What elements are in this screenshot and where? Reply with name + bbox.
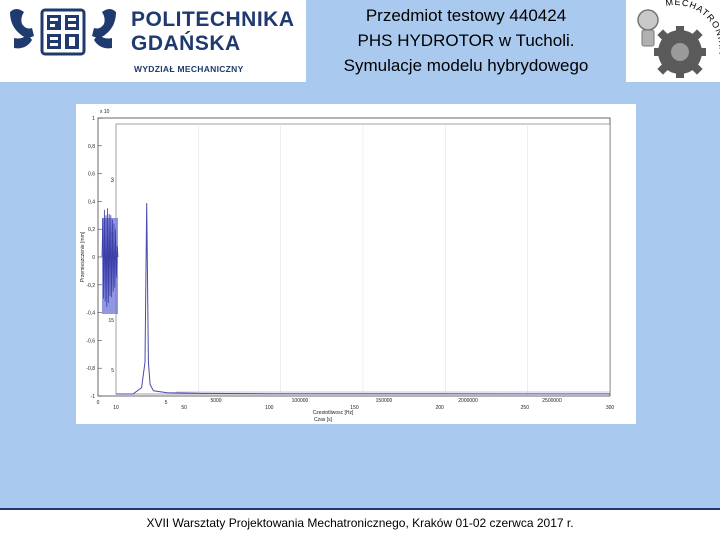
slide-title: Przedmiot testowy 440424 PHS HYDROTOR w … xyxy=(306,0,626,82)
footer-text: XVII Warsztaty Projektowania Mechatronic… xyxy=(146,516,574,530)
gear-robot-icon xyxy=(637,9,706,78)
series-amplitude xyxy=(116,203,611,395)
university-logo: POLITECHNIKA GDAŃSKA WYDZIAŁ MECHANICZNY xyxy=(0,0,306,82)
xtick-label-frequency: 100000 xyxy=(292,398,309,404)
ylabel-displacement: Przemieszczenie [mm] xyxy=(80,231,86,282)
ytick-label: 0,2 xyxy=(88,227,95,233)
ytick-label: -0,6 xyxy=(86,338,95,344)
ytick-label-amp: 3 xyxy=(111,178,115,184)
ytick-label: -0,8 xyxy=(86,366,95,372)
ytick-label: 0,4 xyxy=(88,199,95,205)
overlapping-plots: 1 0,8 0,6 0,4 0,2 0 -0,2 -0,4 -0,6 -0,8 -1 x 10 Prze… xyxy=(76,104,636,424)
ytick-label: -1 xyxy=(91,394,96,400)
title-line-1: Przedmiot testowy 440424 xyxy=(365,6,567,25)
svg-text:MECHATRONIKA: MECHATRONIKA xyxy=(665,0,720,55)
title-line-2: PHS HYDROTOR w Tucholi. xyxy=(357,31,575,50)
ytick-label-amp: 15 xyxy=(108,318,114,324)
university-name-line1: POLITECHNIKA xyxy=(131,8,295,31)
xtick-label-frequency: 150000 xyxy=(376,398,393,404)
pg-crest-icon xyxy=(10,8,116,56)
ytick-label: -0,4 xyxy=(86,311,95,317)
xtick-label-time: 200 xyxy=(435,405,444,411)
mechatronics-label: MECHATRONIKA xyxy=(665,0,720,55)
series-displacement xyxy=(101,208,119,308)
mechatronics-logo: MECHATRONIKA xyxy=(626,0,720,82)
university-name-line2: GDAŃSKA xyxy=(131,32,241,55)
xtick-label-time: 150 xyxy=(350,405,359,411)
footer: XVII Warsztaty Projektowania Mechatronic… xyxy=(0,510,720,540)
ytick-label: 1 xyxy=(92,116,95,122)
chart-area: 1 0,8 0,6 0,4 0,2 0 -0,2 -0,4 -0,6 -0,8 -1 x 10 Prze… xyxy=(76,104,636,424)
xtick-label-time: 100 xyxy=(265,405,274,411)
ytick-label: 0 xyxy=(92,255,95,261)
xlabel-time: Czas [s] xyxy=(314,417,333,423)
footer-divider xyxy=(0,508,720,510)
ytick-label-amp: 5 xyxy=(111,368,114,374)
xtick-label-time: 300 xyxy=(606,405,615,411)
title-line-3: Symulacje modelu hybrydowego xyxy=(343,56,589,75)
xtick-label-time: 10 xyxy=(113,405,119,411)
xtick-label-frequency: 5000 xyxy=(210,398,221,404)
xtick-label-frequency: 2500000 xyxy=(542,398,562,404)
xtick-label-frequency: 2000000 xyxy=(458,398,478,404)
faculty-name: WYDZIAŁ MECHANICZNY xyxy=(134,64,244,74)
header: POLITECHNIKA GDAŃSKA WYDZIAŁ MECHANICZNY… xyxy=(0,0,720,82)
ytick-label: 0,6 xyxy=(88,172,95,178)
ytick-label: 0,8 xyxy=(88,144,95,150)
xtick-label-bg: 0 xyxy=(97,400,100,406)
mechatronics-arc-text: MECHATRONIKA xyxy=(665,0,720,55)
xtick-label-time: 50 xyxy=(181,405,187,411)
xlabel-frequency: Czestotliwosc [Hz] xyxy=(313,410,354,416)
ytick-label: -0,2 xyxy=(86,283,95,289)
xtick-label-time: 250 xyxy=(521,405,530,411)
y-exponent-label: x 10 xyxy=(100,109,110,115)
xtick-label-bg: 5 xyxy=(165,400,168,406)
